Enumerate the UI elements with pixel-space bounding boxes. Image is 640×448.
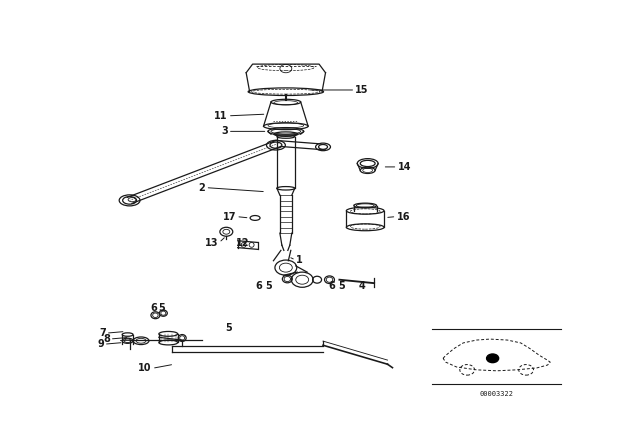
Text: 5: 5 <box>265 280 272 291</box>
Text: 4: 4 <box>358 280 365 291</box>
Text: 3: 3 <box>221 126 228 136</box>
Text: 12: 12 <box>236 238 250 248</box>
Text: 6: 6 <box>328 280 335 291</box>
Text: 10: 10 <box>138 363 152 373</box>
Text: 11: 11 <box>214 111 228 121</box>
Text: 7: 7 <box>99 328 106 338</box>
Text: 16: 16 <box>396 211 410 222</box>
Text: 9: 9 <box>97 339 104 349</box>
Text: 6: 6 <box>150 303 157 313</box>
Text: 5: 5 <box>159 303 165 313</box>
Text: 2: 2 <box>199 183 205 193</box>
Text: 5: 5 <box>225 323 232 333</box>
Text: 15: 15 <box>355 85 369 95</box>
Text: 6: 6 <box>255 280 262 291</box>
Text: 8: 8 <box>103 334 110 344</box>
Text: 1: 1 <box>296 255 303 265</box>
Text: 17: 17 <box>223 211 236 222</box>
Text: 5: 5 <box>339 280 345 291</box>
Text: 14: 14 <box>397 162 411 172</box>
Text: 13: 13 <box>205 238 219 248</box>
